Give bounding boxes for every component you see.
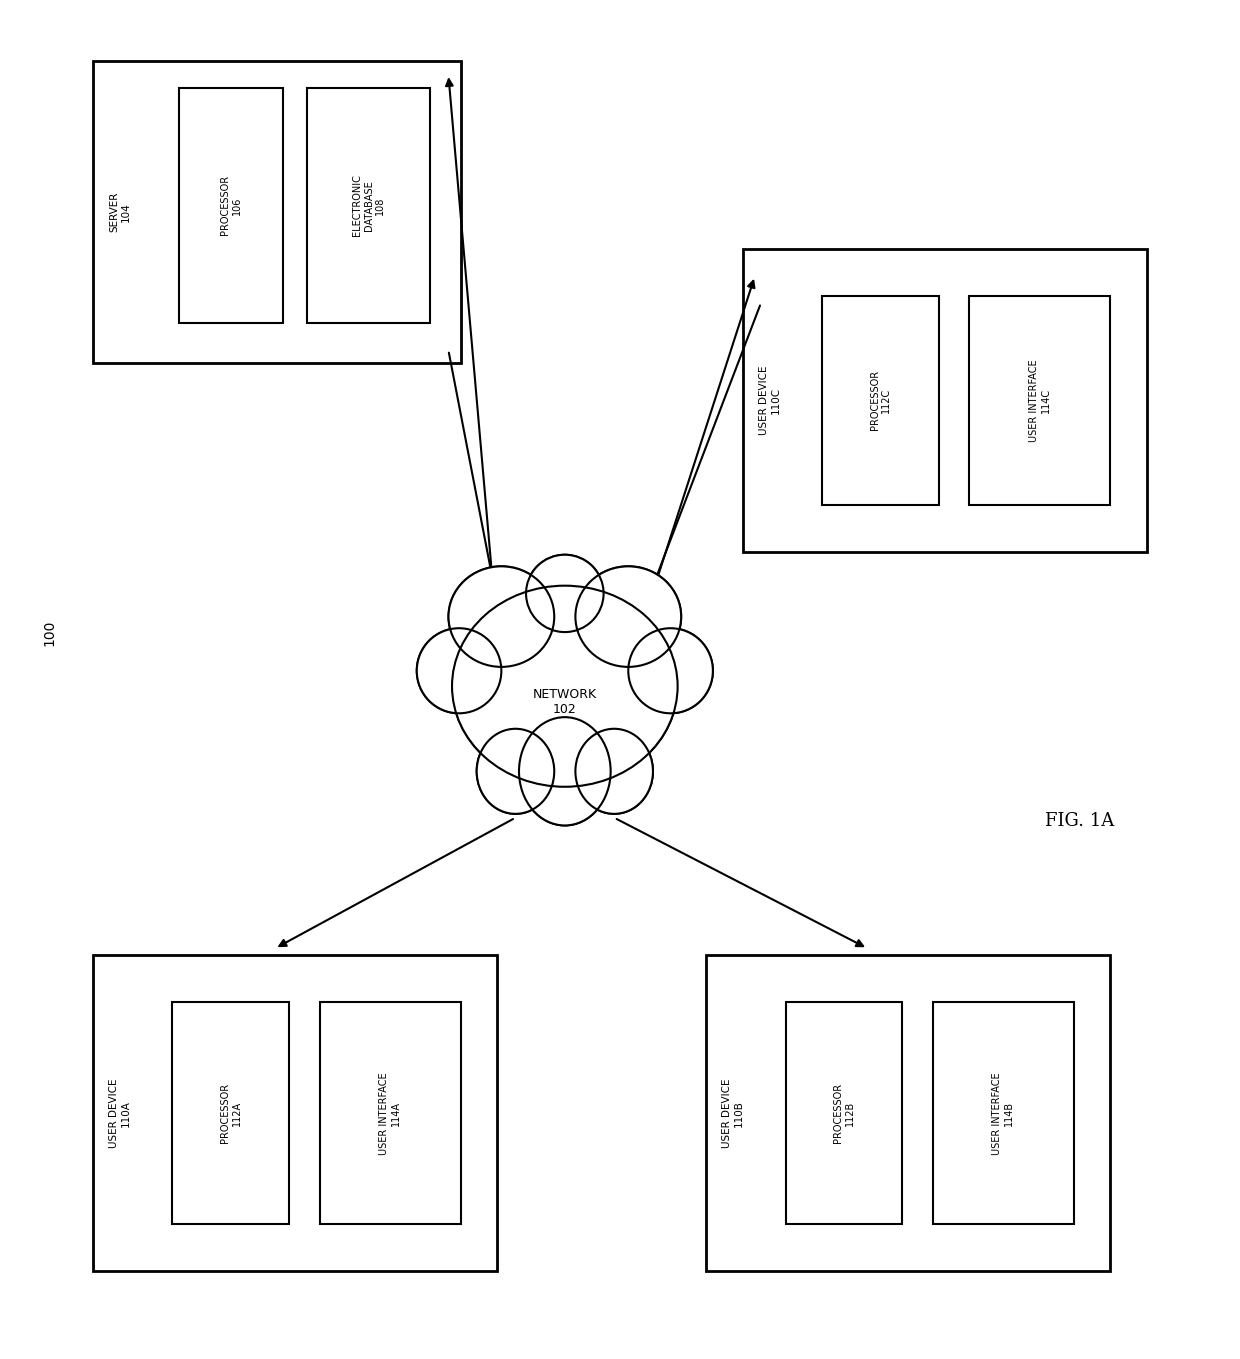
Text: 100: 100 <box>43 620 57 646</box>
Text: USER INTERFACE
114A: USER INTERFACE 114A <box>379 1072 401 1155</box>
Ellipse shape <box>575 728 653 814</box>
Bar <box>932 1003 1074 1224</box>
Bar <box>785 1003 901 1224</box>
Ellipse shape <box>449 567 554 667</box>
Ellipse shape <box>453 586 677 787</box>
Text: PROCESSOR
106: PROCESSOR 106 <box>219 175 242 235</box>
Text: ELECTRONIC
DATABASE
108: ELECTRONIC DATABASE 108 <box>352 174 386 236</box>
Ellipse shape <box>417 628 501 713</box>
Ellipse shape <box>629 628 713 713</box>
Text: PROCESSOR
112A: PROCESSOR 112A <box>219 1083 242 1143</box>
Bar <box>970 296 1111 504</box>
Text: USER INTERFACE
114B: USER INTERFACE 114B <box>992 1072 1014 1155</box>
Ellipse shape <box>417 628 501 713</box>
Text: USER INTERFACE
114C: USER INTERFACE 114C <box>1029 359 1050 442</box>
Bar <box>308 87 430 323</box>
Ellipse shape <box>520 718 610 825</box>
Ellipse shape <box>476 728 554 814</box>
Ellipse shape <box>476 728 554 814</box>
Ellipse shape <box>575 567 681 667</box>
Text: FIG. 1A: FIG. 1A <box>1045 811 1115 830</box>
Ellipse shape <box>526 554 604 632</box>
Text: NETWORK
102: NETWORK 102 <box>533 688 596 716</box>
Bar <box>743 249 1147 552</box>
Bar <box>706 955 1111 1272</box>
Text: PROCESSOR
112B: PROCESSOR 112B <box>833 1083 854 1143</box>
Ellipse shape <box>575 567 681 667</box>
Bar <box>179 87 283 323</box>
Ellipse shape <box>453 586 677 787</box>
Text: SERVER
104: SERVER 104 <box>109 192 130 232</box>
Bar <box>320 1003 460 1224</box>
Bar <box>93 61 460 363</box>
Ellipse shape <box>449 567 554 667</box>
Text: USER DEVICE
110A: USER DEVICE 110A <box>109 1079 130 1148</box>
Ellipse shape <box>575 728 653 814</box>
Ellipse shape <box>526 554 604 632</box>
Bar <box>172 1003 289 1224</box>
Bar <box>822 296 939 504</box>
Text: USER DEVICE
110B: USER DEVICE 110B <box>722 1079 744 1148</box>
Text: USER DEVICE
110C: USER DEVICE 110C <box>759 366 780 435</box>
Bar <box>93 955 497 1272</box>
Text: PROCESSOR
112C: PROCESSOR 112C <box>869 370 892 431</box>
Ellipse shape <box>629 628 713 713</box>
Ellipse shape <box>520 718 610 825</box>
